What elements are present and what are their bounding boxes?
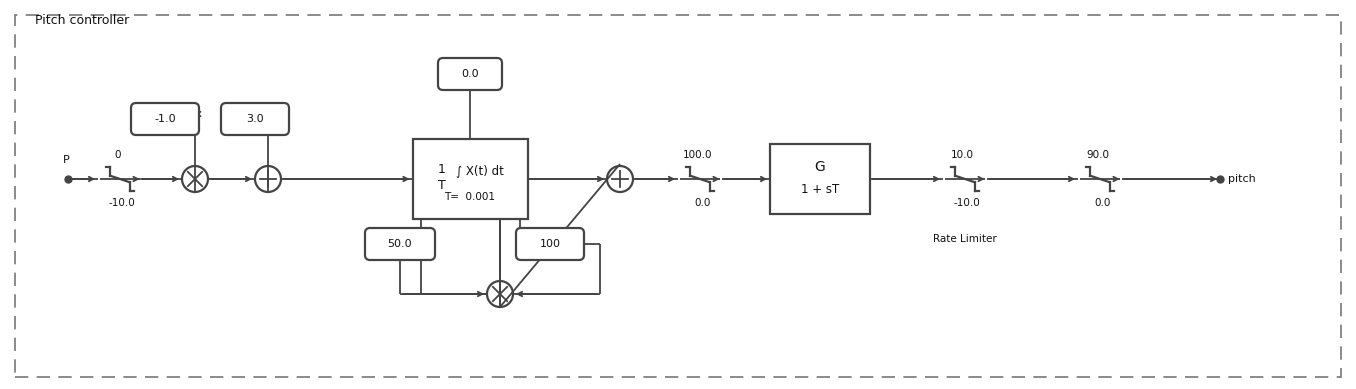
Text: 10.0: 10.0 xyxy=(952,150,975,160)
Text: T: T xyxy=(438,179,446,191)
Text: -10.0: -10.0 xyxy=(953,198,980,208)
Text: 0.0: 0.0 xyxy=(461,69,479,79)
Text: 0.0: 0.0 xyxy=(1094,198,1111,208)
Text: P: P xyxy=(62,155,69,165)
Text: 100.0: 100.0 xyxy=(683,150,712,160)
Text: 100: 100 xyxy=(540,239,560,249)
Text: 1 + sT: 1 + sT xyxy=(801,182,839,196)
Text: -10.0: -10.0 xyxy=(108,198,136,208)
Text: 1: 1 xyxy=(438,163,446,175)
FancyBboxPatch shape xyxy=(438,58,502,90)
Text: 3.0: 3.0 xyxy=(247,114,264,124)
Text: Pitch controller: Pitch controller xyxy=(35,14,129,27)
FancyBboxPatch shape xyxy=(365,228,435,260)
Text: Rate Limiter: Rate Limiter xyxy=(933,234,997,244)
Text: 0: 0 xyxy=(114,150,121,160)
Text: 0.0: 0.0 xyxy=(694,198,711,208)
Text: pitch: pitch xyxy=(1229,174,1256,184)
Text: T=  0.001: T= 0.001 xyxy=(445,192,495,202)
Bar xyxy=(412,139,527,219)
Text: -1.0: -1.0 xyxy=(155,114,176,124)
Text: 50.0: 50.0 xyxy=(388,239,412,249)
FancyBboxPatch shape xyxy=(517,228,584,260)
Text: G: G xyxy=(815,160,826,174)
Text: 90.0: 90.0 xyxy=(1086,150,1109,160)
Text: ∫ X(t) dt: ∫ X(t) dt xyxy=(456,165,504,177)
Bar xyxy=(770,144,871,214)
FancyBboxPatch shape xyxy=(132,103,199,135)
FancyBboxPatch shape xyxy=(221,103,289,135)
